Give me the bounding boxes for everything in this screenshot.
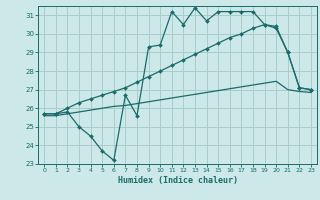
X-axis label: Humidex (Indice chaleur): Humidex (Indice chaleur) <box>118 176 238 185</box>
